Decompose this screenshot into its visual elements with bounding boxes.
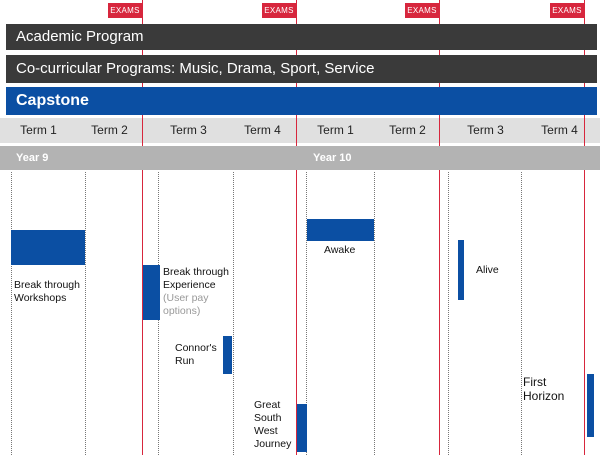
year-row: Year 9 Year 10 [0,146,600,170]
exam-line [296,0,297,455]
connors-run-bar [223,336,232,374]
term-divider [448,172,449,455]
year-10-label: Year 10 [313,152,352,164]
term-label: Term 4 [541,123,578,137]
alive-label: Alive [476,264,499,276]
breakthrough-experience-bar [143,265,160,320]
alive-bar [458,240,464,300]
exam-line-overlay [142,118,143,143]
term-label: Term 1 [20,123,57,137]
breakthrough-workshops-bar [11,230,85,265]
capstone-band: Capstone [6,87,597,115]
term-label: Term 1 [317,123,354,137]
breakthrough-experience-label: Break through Experience (User pay optio… [163,266,229,317]
great-south-west-journey-label: Great South West Journey [254,399,292,450]
exam-line [584,0,585,455]
exam-line-overlay [439,118,440,143]
cocurricular-band: Co-curricular Programs: Music, Drama, Sp… [6,55,597,83]
year-9-label: Year 9 [16,152,49,164]
term-divider [233,172,234,455]
term-label: Term 4 [244,123,281,137]
term-row: Term 1 Term 2 Term 3 Term 4 Term 1 Term … [0,118,600,143]
exam-line-overlay [584,118,585,143]
term-divider [85,172,86,455]
great-south-west-journey-bar [297,404,307,452]
term-divider [374,172,375,455]
exam-line [142,0,143,455]
first-horizon-label: First Horizon [523,375,565,403]
breakthrough-workshops-label: Break through Workshops [14,279,80,304]
term-divider [521,172,522,455]
awake-label: Awake [324,244,356,256]
term-label: Term 3 [170,123,207,137]
first-horizon-bar [587,374,594,437]
exams-badge: EXAMS [405,3,439,18]
term-divider [306,172,307,455]
term-label: Term 2 [389,123,426,137]
connors-run-label: Connor's Run [175,342,217,367]
term-divider [11,172,12,455]
awake-bar [307,219,374,241]
exams-badge: EXAMS [262,3,296,18]
term-label: Term 2 [91,123,128,137]
exam-line-overlay [296,118,297,143]
term-label: Term 3 [467,123,504,137]
academic-program-band: Academic Program [6,24,597,50]
exams-badge: EXAMS [108,3,142,18]
exams-badge: EXAMS [550,3,584,18]
exam-line [439,0,440,455]
